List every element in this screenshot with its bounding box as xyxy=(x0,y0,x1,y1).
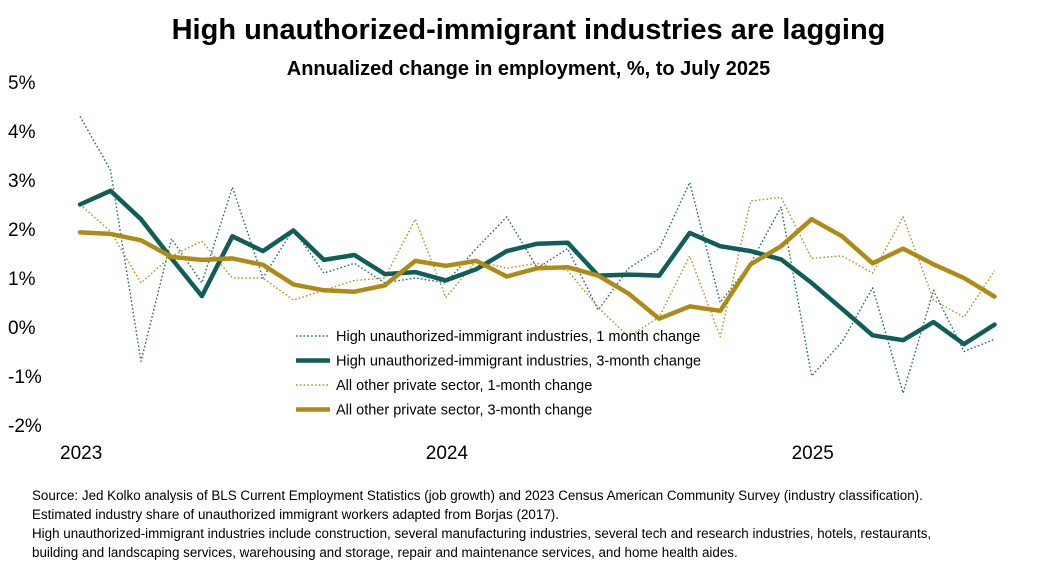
legend-label: All other private sector, 1-month change xyxy=(336,378,592,394)
series-line-1 xyxy=(79,115,995,394)
source-note: Source: Jed Kolko analysis of BLS Curren… xyxy=(32,486,1054,562)
y-tick-label: 5% xyxy=(8,73,36,94)
source-line: Estimated industry share of unauthorized… xyxy=(32,507,559,522)
series-line-4 xyxy=(77,216,997,321)
x-tick-label: 2025 xyxy=(792,443,834,464)
y-tick-label: -1% xyxy=(8,367,42,388)
source-line: Source: Jed Kolko analysis of BLS Curren… xyxy=(32,488,923,503)
chart-title: High unauthorized-immigrant industries a… xyxy=(171,14,886,46)
source-line: High unauthorized-immigrant industries i… xyxy=(32,526,932,541)
y-tick-label: 4% xyxy=(8,122,36,143)
y-axis: 5% 4% 3% 2% 1% 0% -1% -2% xyxy=(8,73,42,437)
source-line: building and landscaping services, wareh… xyxy=(32,545,738,560)
x-axis: 2023 2024 2025 xyxy=(60,443,834,464)
legend: High unauthorized-immigrant industries, … xyxy=(296,329,701,419)
chart-subtitle: Annualized change in employment, %, to J… xyxy=(286,58,771,80)
line-chart: 5% 4% 3% 2% 1% 0% -1% -2% 2023 2024 2025 High una… xyxy=(8,73,997,464)
x-tick-label: 2024 xyxy=(426,443,469,464)
legend-label: High unauthorized-immigrant industries, … xyxy=(336,354,701,370)
series-line-2 xyxy=(77,188,997,347)
y-tick-label: -2% xyxy=(8,416,42,437)
y-tick-label: 2% xyxy=(8,220,36,241)
y-tick-label: 0% xyxy=(8,318,36,339)
series-group xyxy=(77,115,997,394)
x-tick-label: 2023 xyxy=(60,443,102,464)
y-tick-label: 1% xyxy=(8,269,36,290)
legend-label: High unauthorized-immigrant industries, … xyxy=(336,329,700,345)
legend-label: All other private sector, 3-month change xyxy=(336,403,592,419)
y-tick-label: 3% xyxy=(8,171,36,192)
